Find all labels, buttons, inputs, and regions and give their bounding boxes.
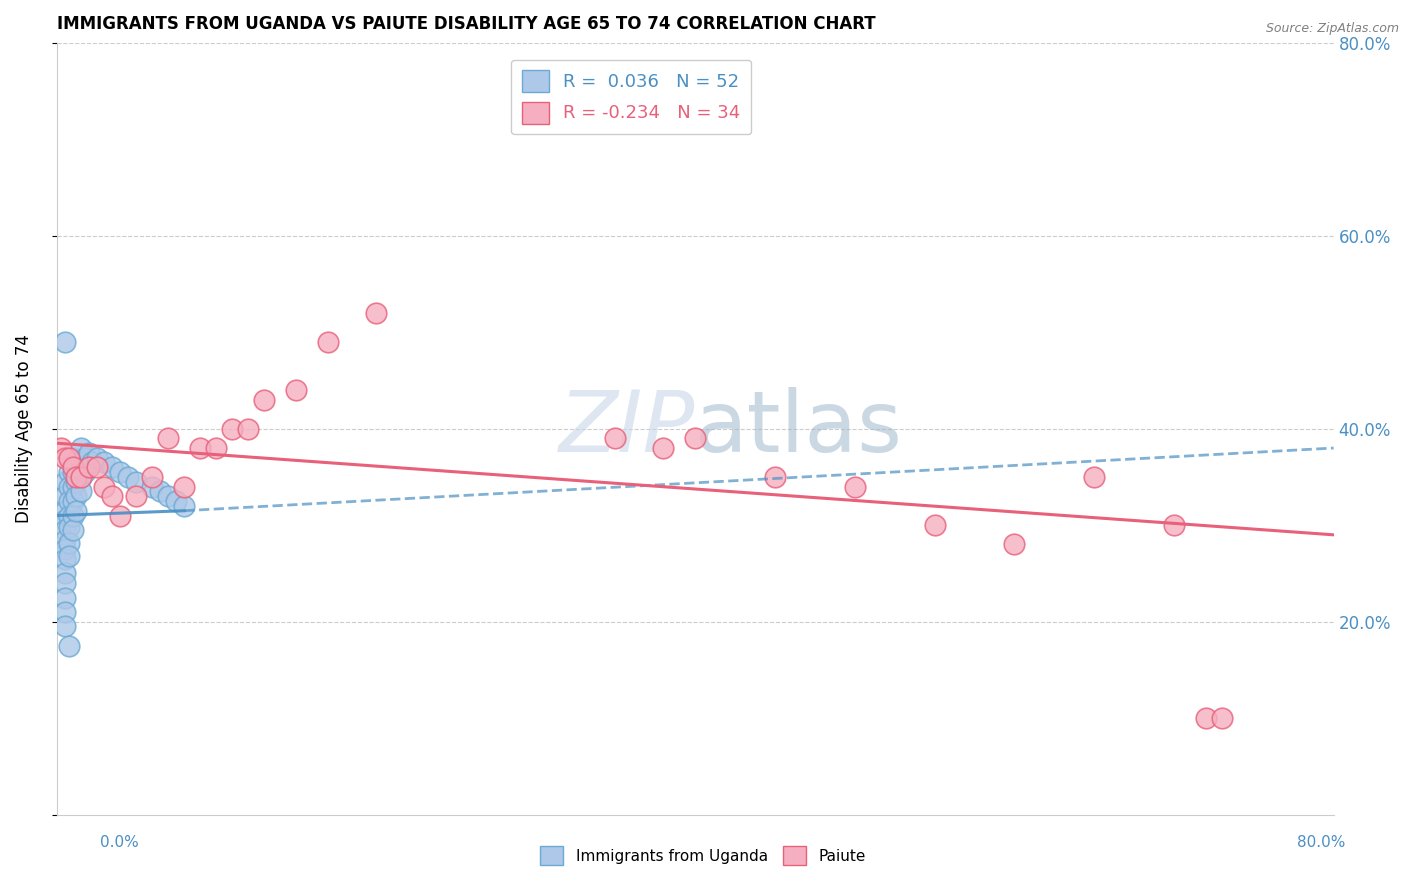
Point: [69, 441, 91, 455]
Point: [53, 334, 76, 349]
Point: [58, 535, 80, 549]
Point: [58, 508, 80, 523]
Point: [1211, 711, 1233, 725]
Point: [53, 552, 76, 566]
Legend: R =  0.036   N = 52, R = -0.234   N = 34: R = 0.036 N = 52, R = -0.234 N = 34: [510, 60, 751, 135]
Point: [75, 450, 97, 465]
Y-axis label: Disability Age 65 to 74: Disability Age 65 to 74: [15, 334, 32, 524]
Point: [53, 619, 76, 633]
Point: [285, 383, 308, 397]
Point: [165, 494, 187, 508]
Point: [141, 470, 163, 484]
Point: [652, 441, 675, 455]
Point: [53, 504, 76, 518]
Point: [58, 480, 80, 494]
Point: [101, 460, 124, 475]
Point: [117, 470, 139, 484]
Point: [69, 470, 91, 484]
Point: [62, 494, 84, 508]
Point: [1083, 470, 1105, 484]
Point: [77, 446, 100, 460]
Point: [141, 480, 163, 494]
Point: [157, 431, 180, 445]
Point: [65, 460, 87, 475]
Text: Source: ZipAtlas.com: Source: ZipAtlas.com: [1265, 22, 1399, 36]
Point: [844, 480, 866, 494]
Point: [53, 523, 76, 537]
Point: [53, 542, 76, 557]
Point: [149, 484, 172, 499]
Point: [173, 499, 195, 513]
Text: ZIP: ZIP: [558, 387, 695, 470]
Point: [110, 465, 132, 479]
Point: [53, 475, 76, 489]
Point: [605, 431, 627, 445]
Point: [69, 455, 91, 469]
Point: [93, 480, 115, 494]
Point: [125, 489, 148, 503]
Point: [221, 422, 243, 436]
Point: [69, 470, 91, 484]
Point: [80, 455, 103, 469]
Point: [53, 533, 76, 547]
Point: [62, 523, 84, 537]
Point: [86, 460, 108, 475]
Point: [110, 508, 132, 523]
Point: [683, 431, 706, 445]
Point: [65, 489, 87, 503]
Point: [1195, 711, 1218, 725]
Point: [58, 549, 80, 563]
Point: [238, 422, 260, 436]
Point: [65, 504, 87, 518]
Point: [62, 460, 84, 475]
Point: [62, 508, 84, 523]
Point: [1002, 537, 1025, 551]
Point: [51, 441, 73, 455]
Point: [53, 450, 76, 465]
Point: [924, 518, 946, 533]
Point: [58, 450, 80, 465]
Point: [364, 306, 387, 320]
Point: [53, 591, 76, 605]
Point: [65, 470, 87, 484]
Point: [173, 480, 195, 494]
Point: [62, 465, 84, 479]
Point: [65, 475, 87, 489]
Text: IMMIGRANTS FROM UGANDA VS PAIUTE DISABILITY AGE 65 TO 74 CORRELATION CHART: IMMIGRANTS FROM UGANDA VS PAIUTE DISABIL…: [56, 15, 876, 33]
Point: [157, 489, 180, 503]
Point: [101, 489, 124, 503]
Point: [58, 465, 80, 479]
Point: [763, 470, 786, 484]
Point: [93, 455, 115, 469]
Text: 0.0%: 0.0%: [100, 836, 139, 850]
Point: [188, 441, 211, 455]
Point: [316, 334, 339, 349]
Point: [77, 460, 100, 475]
Point: [86, 450, 108, 465]
Legend: Immigrants from Uganda, Paiute: Immigrants from Uganda, Paiute: [534, 840, 872, 871]
Point: [53, 576, 76, 591]
Point: [58, 639, 80, 653]
Text: atlas: atlas: [695, 387, 903, 470]
Point: [125, 475, 148, 489]
Point: [77, 460, 100, 475]
Point: [53, 513, 76, 527]
Point: [253, 392, 276, 407]
Point: [205, 441, 228, 455]
Text: 80.0%: 80.0%: [1298, 836, 1346, 850]
Point: [53, 566, 76, 581]
Point: [53, 489, 76, 503]
Point: [1163, 518, 1185, 533]
Point: [62, 450, 84, 465]
Point: [75, 465, 97, 479]
Point: [53, 605, 76, 619]
Point: [58, 494, 80, 508]
Point: [58, 520, 80, 534]
Point: [69, 484, 91, 499]
Point: [62, 480, 84, 494]
